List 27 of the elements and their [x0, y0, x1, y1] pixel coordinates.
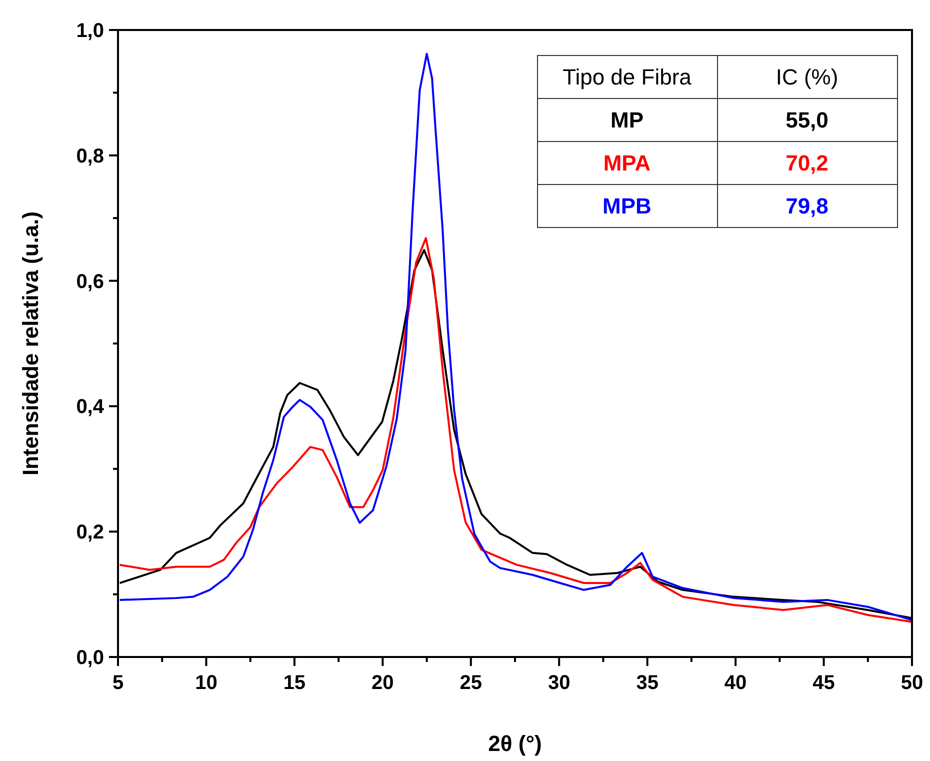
y-tick-label: 0,6 — [76, 270, 104, 293]
x-axis-title: 2θ (°) — [488, 731, 542, 756]
annotation: Tipo de Fibra — [562, 64, 692, 90]
annotation: 55,0 — [786, 108, 828, 132]
x-tick-label: 15 — [283, 672, 306, 694]
x-tick-label: 5 — [112, 672, 124, 694]
text: MPB — [602, 194, 652, 218]
x-tick-label: 25 — [460, 672, 482, 694]
annotation: IC (%) — [776, 64, 838, 90]
text: MP — [610, 108, 644, 132]
x-tick-label: 30 — [548, 672, 570, 694]
y-tick-label: 0,8 — [76, 145, 104, 168]
x-tick-label: 10 — [195, 672, 218, 694]
x-tick-label: 20 — [372, 672, 394, 694]
y-axis-title: Intensidade relativa (u.a.) — [18, 211, 43, 476]
line-series — [118, 52, 913, 622]
annotation: 79,8 — [786, 194, 828, 218]
y-tick-label: 1,0 — [76, 20, 104, 42]
annotation: 70,2 — [786, 150, 828, 176]
x-tick-label: 40 — [724, 672, 747, 694]
x-tick-label: 45 — [812, 672, 835, 694]
y-tick-label: 0,4 — [76, 396, 105, 418]
x-tick-label: 50 — [900, 672, 924, 694]
x-tick-label: 35 — [636, 672, 658, 694]
y-tick-label: 0,2 — [76, 522, 104, 544]
y-tick-label: 0,0 — [76, 647, 104, 669]
text: MPA — [603, 150, 651, 176]
